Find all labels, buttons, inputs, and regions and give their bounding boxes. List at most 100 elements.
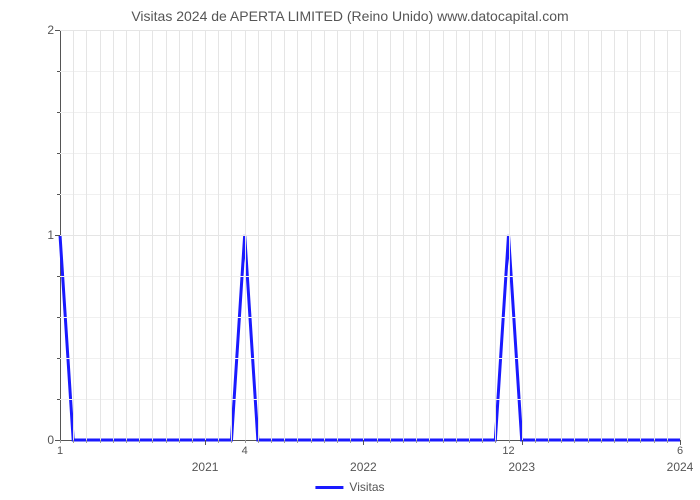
xtick-minor-mark [258,440,259,443]
vgrid-line [192,30,193,440]
xtick-minor-mark [311,440,312,443]
ytick-label: 0 [14,433,54,447]
vgrid-line [205,30,206,440]
vgrid-line [152,30,153,440]
vgrid-line [654,30,655,440]
vgrid-line [86,30,87,440]
xtick-minor-mark [601,440,602,443]
xtick-minor-mark [456,440,457,443]
vgrid-line [258,30,259,440]
xtick-major-mark [363,440,364,445]
xtick-minor-mark [403,440,404,443]
xtick-minor-label: 12 [502,445,514,457]
xtick-minor-mark [416,440,417,443]
ytick-mark [55,30,60,31]
xtick-major-label: 2021 [192,460,219,474]
vgrid-line [495,30,496,440]
xtick-minor-mark [271,440,272,443]
xtick-minor-mark [509,440,510,443]
xtick-minor-mark [469,440,470,443]
vgrid-line [324,30,325,440]
xtick-major-mark [205,440,206,445]
xtick-minor-mark [60,440,61,443]
xtick-major-label: 2024 [667,460,694,474]
xtick-minor-mark [640,440,641,443]
xtick-minor-mark [231,440,232,443]
xtick-minor-mark [548,440,549,443]
xtick-major-mark [522,440,523,445]
vgrid-line [667,30,668,440]
xtick-minor-mark [245,440,246,443]
vgrid-line [297,30,298,440]
xtick-minor-mark [667,440,668,443]
vgrid-line [231,30,232,440]
xtick-minor-mark [100,440,101,443]
vgrid-line [113,30,114,440]
vgrid-line [403,30,404,440]
xtick-minor-mark [284,440,285,443]
xtick-minor-label: 1 [57,445,63,457]
legend-swatch [315,486,343,489]
ytick-label: 2 [14,23,54,37]
xtick-minor-mark [429,440,430,443]
vgrid-line [179,30,180,440]
vgrid-line [627,30,628,440]
xtick-minor-mark [218,440,219,443]
vgrid-line [601,30,602,440]
vgrid-line [456,30,457,440]
vgrid-line [680,30,681,440]
vgrid-line [377,30,378,440]
vgrid-line [509,30,510,440]
xtick-minor-mark [627,440,628,443]
xtick-minor-mark [324,440,325,443]
vgrid-line [535,30,536,440]
vgrid-line [429,30,430,440]
vgrid-line [73,30,74,440]
xtick-minor-mark [654,440,655,443]
vgrid-line [482,30,483,440]
vgrid-line [614,30,615,440]
xtick-minor-mark [113,440,114,443]
xtick-minor-mark [561,440,562,443]
legend-label: Visitas [349,480,384,494]
vgrid-line [561,30,562,440]
xtick-minor-mark [350,440,351,443]
xtick-minor-mark [614,440,615,443]
vgrid-line [443,30,444,440]
vgrid-line [522,30,523,440]
vgrid-line [166,30,167,440]
vgrid-line [139,30,140,440]
vgrid-line [271,30,272,440]
vgrid-line [218,30,219,440]
vgrid-line [337,30,338,440]
chart-title: Visitas 2024 de APERTA LIMITED (Reino Un… [131,8,568,24]
vgrid-line [284,30,285,440]
xtick-minor-mark [126,440,127,443]
ytick-mark [55,235,60,236]
vgrid-line [100,30,101,440]
xtick-minor-mark [192,440,193,443]
xtick-minor-mark [482,440,483,443]
vgrid-line [245,30,246,440]
xtick-minor-mark [443,440,444,443]
xtick-minor-mark [588,440,589,443]
vgrid-line [416,30,417,440]
vgrid-line [126,30,127,440]
xtick-minor-label: 6 [677,445,683,457]
vgrid-line [390,30,391,440]
xtick-minor-mark [390,440,391,443]
vgrid-line [640,30,641,440]
xtick-minor-mark [166,440,167,443]
vgrid-line [574,30,575,440]
xtick-minor-label: 4 [242,445,248,457]
xtick-major-label: 2022 [350,460,377,474]
vgrid-line [469,30,470,440]
xtick-minor-mark [73,440,74,443]
vgrid-line [363,30,364,440]
xtick-minor-mark [297,440,298,443]
xtick-minor-mark [495,440,496,443]
xtick-major-label: 2023 [508,460,535,474]
vgrid-line [588,30,589,440]
xtick-minor-mark [139,440,140,443]
xtick-minor-mark [574,440,575,443]
